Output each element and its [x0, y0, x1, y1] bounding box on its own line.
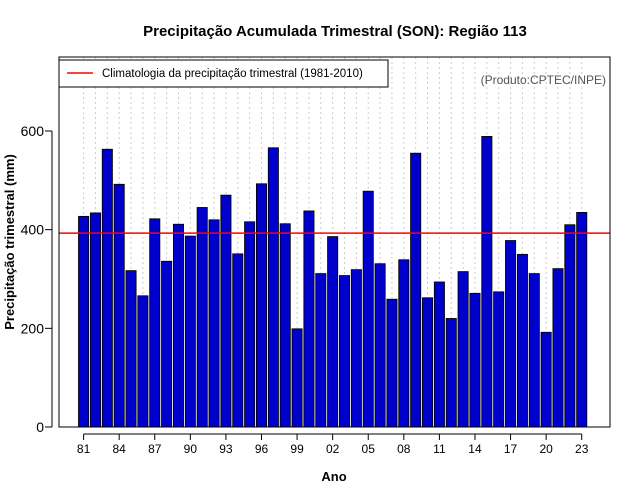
bar-90: [184, 235, 196, 428]
x-axis-label: Ano: [321, 469, 346, 484]
bar-21: [552, 268, 564, 428]
bar-94: [232, 253, 244, 428]
y-tick-label: 600: [21, 123, 45, 139]
y-axis-label: Precipitação trimestral (mm): [2, 154, 17, 330]
y-tick-label: 0: [36, 419, 44, 435]
bar-00: [303, 210, 315, 428]
bar-13: [457, 271, 469, 428]
x-tick-label: 23: [575, 442, 589, 456]
x-tick-label: 96: [255, 442, 269, 456]
chart-title: Precipitação Acumulada Trimestral (SON):…: [143, 23, 527, 40]
x-tick-label: 87: [148, 442, 162, 456]
bar-81: [78, 215, 90, 428]
bar-86: [137, 295, 149, 428]
bar-83: [101, 148, 113, 428]
bar-14: [469, 292, 481, 428]
bar-96: [255, 183, 267, 428]
bars-layer: [78, 136, 588, 428]
bar-93: [220, 194, 232, 428]
bar-06: [374, 263, 386, 428]
bar-84: [113, 183, 125, 428]
y-tick-label: 200: [21, 320, 45, 336]
legend-box: [58, 59, 389, 88]
x-tick-label: 05: [362, 442, 376, 456]
bar-91: [196, 207, 208, 428]
credit-text: (Produto:CPTEC/INPE): [481, 73, 606, 87]
x-tick-label: 08: [397, 442, 411, 456]
bar-01: [315, 273, 327, 428]
bar-08: [398, 259, 410, 428]
bar-20: [540, 331, 552, 428]
bar-07: [386, 298, 398, 428]
x-tick-label: 84: [113, 442, 127, 456]
bar-16: [493, 291, 505, 428]
bar-95: [244, 221, 256, 428]
y-axis: 0 200 400 600: [21, 123, 53, 435]
x-axis: 81 84 87 90 93 96 99 02 05 08 11 14 17 20 23: [77, 433, 589, 456]
x-tick-label: 99: [290, 442, 304, 456]
bar-02: [327, 236, 339, 428]
bar-22: [564, 224, 576, 428]
bar-18: [516, 253, 528, 428]
x-tick-label: 20: [539, 442, 553, 456]
bar-03: [339, 275, 351, 428]
bar-23: [576, 211, 588, 428]
x-tick-label: 90: [184, 442, 198, 456]
bar-09: [410, 152, 422, 428]
bar-89: [172, 223, 184, 428]
bar-87: [149, 218, 161, 428]
bar-98: [279, 223, 291, 428]
bar-88: [161, 260, 173, 428]
bar-04: [350, 269, 362, 428]
bar-19: [528, 273, 540, 428]
plot-frame: [58, 56, 611, 428]
x-tick-label: 81: [77, 442, 91, 456]
bar-82: [89, 212, 101, 428]
x-tick-label: 11: [433, 442, 446, 456]
x-tick-label: 14: [468, 442, 482, 456]
y-tick-label: 400: [21, 222, 45, 238]
bar-12: [445, 318, 457, 428]
bar-99: [291, 328, 303, 428]
bar-85: [125, 270, 137, 428]
bar-15: [481, 136, 493, 428]
bar-17: [505, 240, 517, 428]
bar-92: [208, 219, 220, 428]
bar-05: [362, 190, 374, 428]
bar-11: [433, 281, 445, 428]
x-tick-label: 17: [504, 442, 518, 456]
bar-10: [422, 297, 434, 428]
legend-label: Climatologia da precipitação trimestral …: [102, 68, 363, 80]
legend: Climatologia da precipitação trimestral …: [58, 59, 389, 88]
x-tick-label: 93: [219, 442, 233, 456]
bar-97: [267, 147, 279, 428]
x-tick-label: 02: [326, 442, 340, 456]
